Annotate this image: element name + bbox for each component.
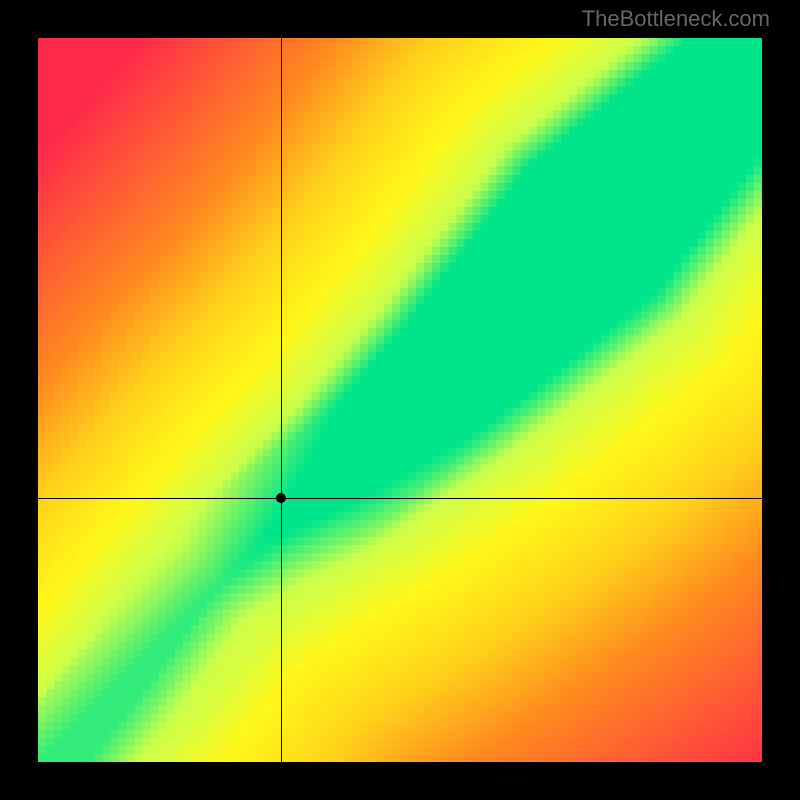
- watermark-text: TheBottleneck.com: [582, 6, 770, 32]
- crosshair-vertical: [281, 38, 282, 762]
- crosshair-horizontal: [38, 498, 762, 499]
- crosshair-dot: [276, 493, 286, 503]
- heatmap-canvas: [38, 38, 762, 762]
- bottleneck-heatmap: [38, 38, 762, 762]
